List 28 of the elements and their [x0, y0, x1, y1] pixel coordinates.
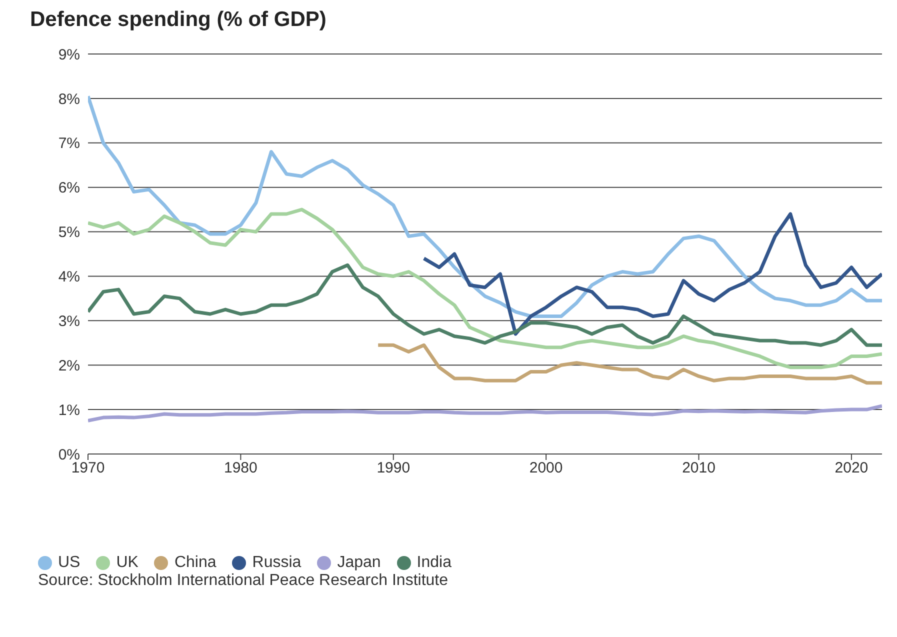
y-tick-label: 5% — [58, 224, 80, 242]
legend-label: UK — [116, 554, 138, 572]
y-tick-label: 9% — [58, 46, 80, 64]
x-tick-label: 1990 — [376, 460, 410, 477]
y-tick-label: 1% — [58, 402, 80, 419]
y-tick-label: 2% — [58, 357, 80, 374]
line-series — [88, 94, 882, 318]
y-tick-label: 4% — [58, 268, 80, 286]
y-tick-label: 8% — [58, 90, 80, 108]
x-tick-label: 2000 — [529, 460, 563, 477]
legend-label: Japan — [337, 554, 381, 572]
x-tick-label: 2020 — [834, 460, 868, 477]
y-tick-label: 7% — [58, 135, 80, 152]
line-series — [376, 343, 882, 385]
chart-title: Defence spending (% of GDP) — [30, 8, 328, 32]
source-note: Source: Stockholm International Peace Research Institute — [38, 572, 449, 590]
x-tick-label: 1980 — [224, 460, 258, 477]
x-tick-label: 2010 — [682, 460, 716, 477]
line-series — [88, 263, 882, 347]
legend-label: China — [174, 554, 216, 572]
line-series — [88, 404, 882, 422]
line-series — [88, 208, 882, 370]
legend-label: Russia — [252, 554, 302, 572]
y-tick-label: 3% — [58, 312, 80, 330]
line-series — [422, 212, 882, 336]
legend-label: US — [58, 554, 80, 572]
y-tick-label: 6% — [58, 180, 80, 197]
legend-label: India — [416, 554, 452, 572]
